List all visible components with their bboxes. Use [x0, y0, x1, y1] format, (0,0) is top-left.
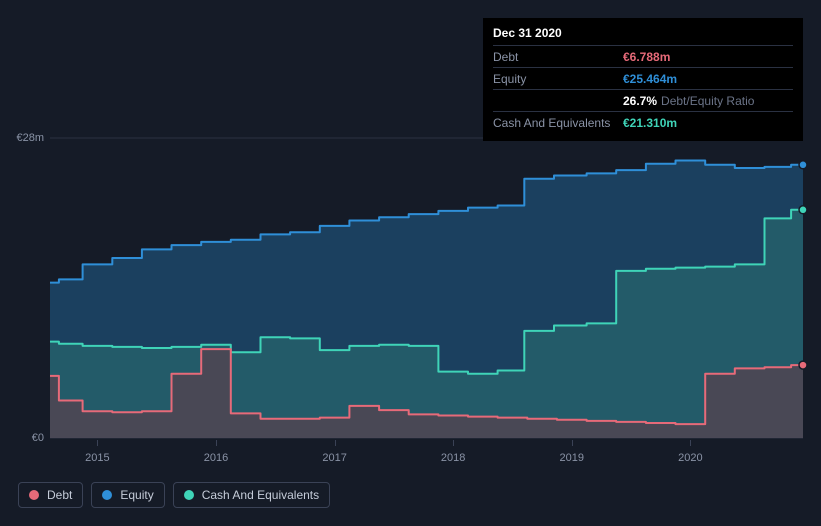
x-tick-mark	[572, 440, 573, 446]
end-marker-debt	[799, 361, 807, 369]
legend-item-cash[interactable]: Cash And Equivalents	[173, 482, 330, 508]
tooltip-row-value: €25.464m	[623, 72, 677, 86]
legend-item-equity[interactable]: Equity	[91, 482, 164, 508]
legend-label: Equity	[120, 488, 153, 502]
legend-item-debt[interactable]: Debt	[18, 482, 83, 508]
legend-label: Debt	[47, 488, 72, 502]
x-tick-label: 2019	[560, 452, 584, 464]
tooltip-date: Dec 31 2020	[493, 26, 793, 45]
tooltip-row: Equity€25.464m	[493, 67, 793, 89]
x-tick-mark	[216, 440, 217, 446]
x-tick-label: 2020	[678, 452, 702, 464]
tooltip-row-label	[493, 94, 623, 108]
y-tick-label: €28m	[16, 132, 50, 144]
chart-svg	[50, 138, 803, 438]
legend-swatch	[29, 490, 39, 500]
legend-label: Cash And Equivalents	[202, 488, 319, 502]
debt-equity-chart: Dec 31 2020 Debt€6.788mEquity€25.464m26.…	[18, 18, 803, 508]
x-tick-mark	[335, 440, 336, 446]
tooltip-row: Cash And Equivalents€21.310m	[493, 111, 793, 133]
x-tick-mark	[690, 440, 691, 446]
chart-tooltip: Dec 31 2020 Debt€6.788mEquity€25.464m26.…	[483, 18, 803, 141]
tooltip-row-label: Cash And Equivalents	[493, 116, 623, 130]
x-tick-label: 2015	[85, 452, 109, 464]
x-tick-mark	[453, 440, 454, 446]
tooltip-row: 26.7%Debt/Equity Ratio	[493, 89, 793, 111]
x-tick-mark	[97, 440, 98, 446]
tooltip-row-label: Equity	[493, 72, 623, 86]
x-tick-label: 2017	[322, 452, 346, 464]
tooltip-row-label: Debt	[493, 50, 623, 64]
legend-swatch	[102, 490, 112, 500]
x-tick-label: 2016	[204, 452, 228, 464]
legend-swatch	[184, 490, 194, 500]
legend: Debt Equity Cash And Equivalents	[18, 482, 330, 508]
tooltip-row-extra: Debt/Equity Ratio	[661, 94, 754, 108]
x-tick-label: 2018	[441, 452, 465, 464]
plot-area[interactable]: €0€28m	[50, 138, 803, 438]
end-marker-cash	[799, 206, 807, 214]
end-marker-equity	[799, 161, 807, 169]
x-axis: 2015 2016 2017 2018 2019 2020	[50, 438, 803, 468]
tooltip-row-value: €6.788m	[623, 50, 670, 64]
tooltip-row-value: 26.7%Debt/Equity Ratio	[623, 94, 754, 108]
y-tick-label: €0	[32, 432, 50, 444]
tooltip-row: Debt€6.788m	[493, 45, 793, 67]
tooltip-row-value: €21.310m	[623, 116, 677, 130]
